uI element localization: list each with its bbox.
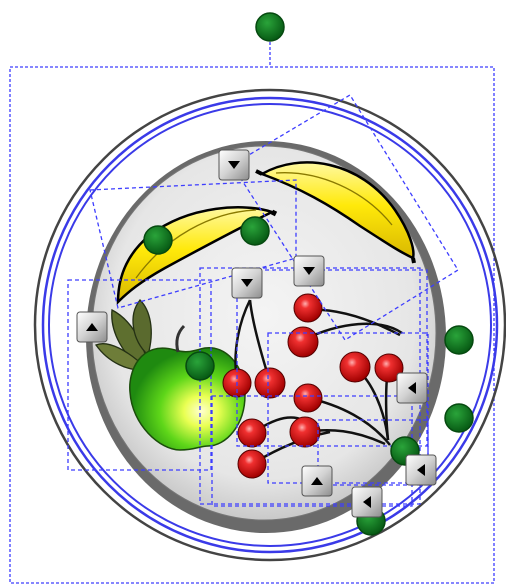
arrow-down-icon[interactable] <box>293 255 325 287</box>
arrow-down-icon[interactable] <box>218 149 250 181</box>
cherry-1 <box>293 293 323 323</box>
arrow-left-icon[interactable] <box>405 454 437 486</box>
apple-leaves <box>95 299 152 372</box>
cherry-8 <box>237 418 267 448</box>
arrow-handles[interactable] <box>76 149 437 518</box>
cherry-7 <box>293 383 323 413</box>
cherry-10 <box>237 449 267 479</box>
arrow-down-icon[interactable] <box>231 267 263 299</box>
arrow-left-icon[interactable] <box>396 372 428 404</box>
arrow-left-icon[interactable] <box>351 486 383 518</box>
cherry-3 <box>339 351 371 383</box>
cherry-9 <box>289 416 321 448</box>
cherries[interactable] <box>222 293 404 479</box>
rotation-handle-banana-left <box>143 225 173 255</box>
rotation-handle-group[interactable] <box>255 12 285 42</box>
rotation-handle-apple <box>185 351 215 381</box>
rotation-handle-cherries-mid <box>444 403 474 433</box>
arrow-up-icon[interactable] <box>301 465 333 497</box>
banana-right[interactable] <box>255 161 416 264</box>
rotation-handle-cherries-top <box>240 216 270 246</box>
cherry-6 <box>254 367 286 399</box>
cherry-2 <box>287 326 319 358</box>
rotation-handle-cherries-right <box>444 325 474 355</box>
apple[interactable] <box>129 324 246 451</box>
arrow-up-icon[interactable] <box>76 311 108 343</box>
cherry-4 <box>374 353 404 383</box>
